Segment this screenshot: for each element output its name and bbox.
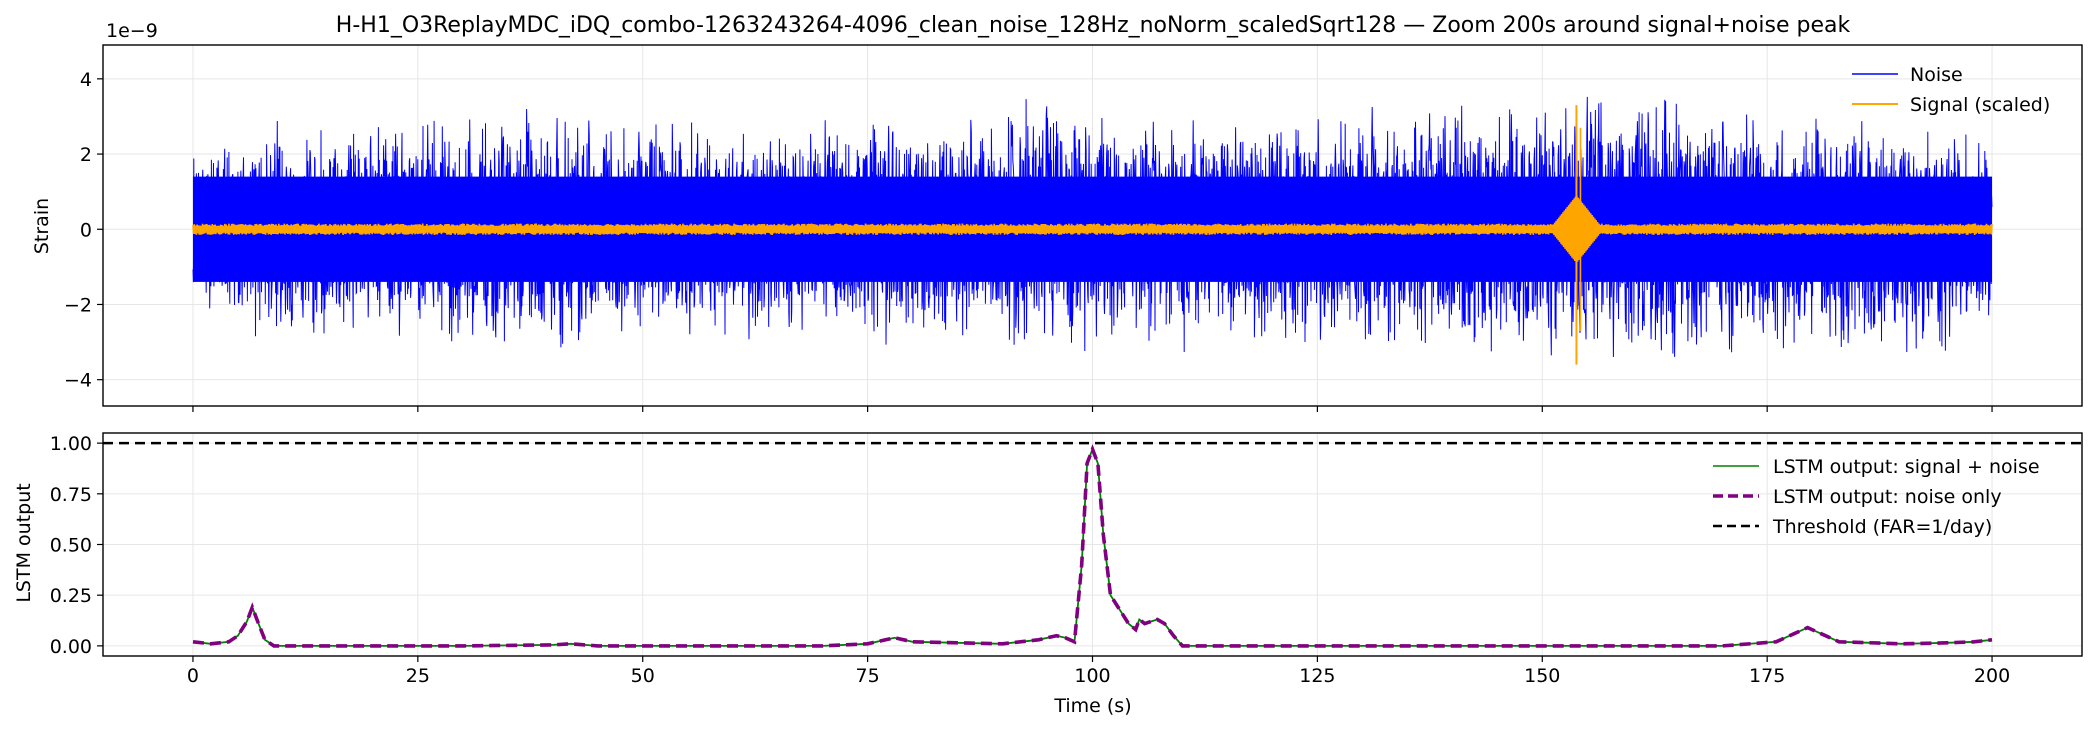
lstm-y-tick-label: 1.00 <box>50 433 92 455</box>
strain-offset-text: 1e−9 <box>106 20 158 42</box>
lstm-y-axis-label: LSTM output <box>13 483 35 602</box>
strain-y-tick-label: 2 <box>80 144 92 166</box>
strain-ticks: −4 −2 0 2 4 <box>64 69 1993 412</box>
x-tick-label: 0 <box>187 665 199 687</box>
legend-threshold-label: Threshold (FAR=1/day) <box>1772 516 1992 538</box>
lstm-noise-only-line <box>192 444 1993 648</box>
strain-y-tick-label: −4 <box>64 370 92 392</box>
legend-lstm-signal-noise-label: LSTM output: signal + noise <box>1773 456 2040 478</box>
x-tick-label: 25 <box>406 665 430 687</box>
lstm-y-tick-label: 0.50 <box>50 535 92 557</box>
strain-y-tick-label: 4 <box>80 69 92 91</box>
x-tick-label: 100 <box>1074 665 1110 687</box>
x-tick-label: 175 <box>1749 665 1785 687</box>
strain-legend: Noise Signal (scaled) <box>1852 64 2050 116</box>
lstm-y-tick-label: 0.75 <box>50 484 92 506</box>
x-axis-label: Time (s) <box>1053 695 1131 717</box>
legend-signal-label: Signal (scaled) <box>1910 94 2050 116</box>
signal-series-line <box>192 195 1993 263</box>
lstm-y-tick-label: 0.00 <box>50 636 92 658</box>
legend-noise-label: Noise <box>1910 64 1963 86</box>
strain-plot-area <box>192 96 1993 365</box>
lstm-y-tick-label: 0.25 <box>50 585 92 607</box>
x-tick-label: 75 <box>856 665 880 687</box>
x-tick-label: 50 <box>631 665 655 687</box>
lstm-ticks: 0 25 50 75 100 125 150 175 200 0.00 0.25 0.50 0.75 1.… <box>50 433 2010 687</box>
chart-title: H-H1_O3ReplayMDC_iDQ_combo-1263243264-40… <box>336 13 1851 38</box>
legend-lstm-noise-only-label: LSTM output: noise only <box>1773 486 2002 508</box>
lstm-legend: LSTM output: signal + noise LSTM output: … <box>1713 456 2040 538</box>
lstm-plot-area <box>103 441 2082 648</box>
x-tick-label: 125 <box>1299 665 1335 687</box>
strain-panel: −4 −2 0 2 4 1e−9 Strain Noise Signal (scaled) <box>31 20 2083 412</box>
strain-y-axis-label: Strain <box>31 198 53 254</box>
x-tick-label: 150 <box>1524 665 1560 687</box>
x-tick-label: 200 <box>1974 665 2010 687</box>
strain-y-tick-label: 0 <box>80 219 92 241</box>
strain-y-tick-label: −2 <box>64 294 92 316</box>
lstm-panel: 0 25 50 75 100 125 150 175 200 0.00 0.25 0.50 0.75 1.… <box>13 432 2083 717</box>
